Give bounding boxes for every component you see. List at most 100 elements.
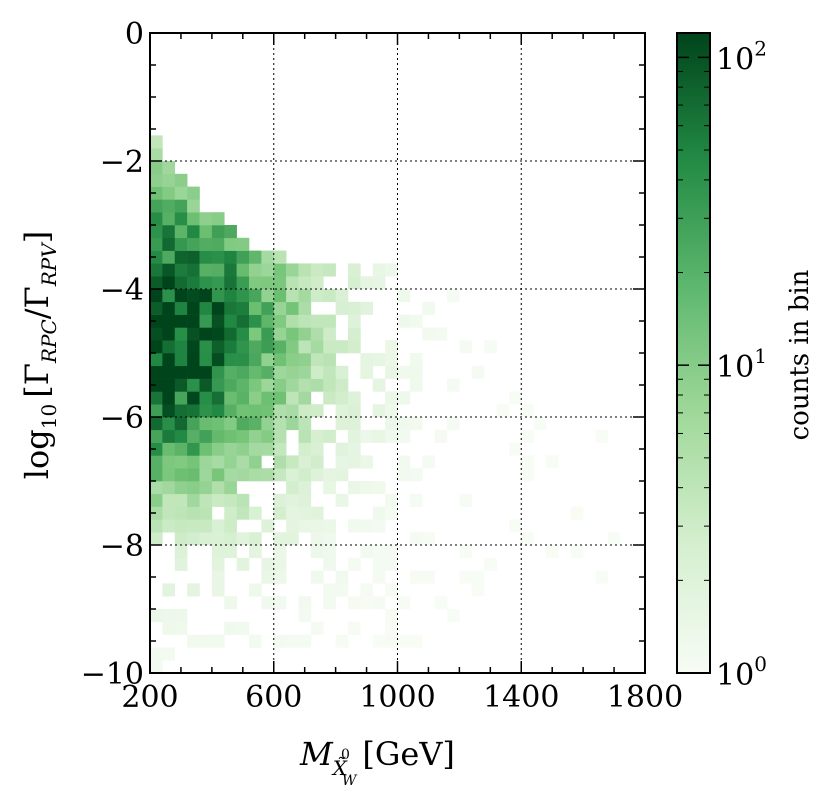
heatmap-bin bbox=[261, 404, 275, 418]
heatmap-bin bbox=[385, 365, 398, 379]
heatmap-bin bbox=[162, 468, 176, 482]
heatmap-bin bbox=[310, 289, 324, 303]
heatmap-bin bbox=[372, 596, 386, 610]
heatmap-bin bbox=[508, 442, 522, 456]
heatmap-bin bbox=[162, 481, 176, 495]
heatmap-bin bbox=[236, 417, 250, 431]
heatmap-bin bbox=[286, 519, 299, 533]
heatmap-bin bbox=[162, 314, 176, 328]
heatmap-bin bbox=[261, 327, 275, 341]
heatmap-bin bbox=[273, 429, 287, 443]
heatmap-bin bbox=[335, 365, 349, 379]
heatmap-bin bbox=[162, 353, 176, 367]
heatmap-bin bbox=[187, 340, 200, 354]
heatmap-bin bbox=[150, 647, 163, 661]
heatmap-bin bbox=[372, 519, 386, 533]
heatmap-bin bbox=[174, 621, 188, 635]
heatmap-bin bbox=[261, 391, 275, 405]
heatmap-bin bbox=[187, 289, 200, 303]
heatmap-bin bbox=[199, 481, 213, 495]
heatmap-bin bbox=[187, 353, 200, 367]
heatmap-bin bbox=[422, 327, 435, 341]
heatmap-bin bbox=[385, 621, 398, 635]
heatmap-bin bbox=[298, 481, 312, 495]
x-tick-label: 1800 bbox=[607, 680, 683, 715]
heatmap-bin bbox=[224, 365, 237, 379]
heatmap-bin bbox=[348, 557, 361, 571]
heatmap-bin bbox=[286, 340, 299, 354]
heatmap-bin bbox=[348, 429, 361, 443]
heatmap-bin bbox=[397, 634, 411, 648]
heatmap-bin bbox=[150, 237, 163, 251]
heatmap-bin bbox=[273, 468, 287, 482]
heatmap-bin bbox=[310, 442, 324, 456]
heatmap-bin bbox=[236, 404, 250, 418]
heatmap-bin bbox=[323, 314, 336, 328]
heatmap-bin bbox=[286, 263, 299, 277]
heatmap-bin bbox=[187, 212, 200, 226]
heatmap-bin bbox=[298, 289, 312, 303]
heatmap-bin bbox=[150, 506, 163, 520]
heatmap-bin bbox=[273, 340, 287, 354]
heatmap-bin bbox=[261, 276, 275, 290]
heatmap-bin bbox=[323, 481, 336, 495]
heatmap-bin bbox=[249, 289, 262, 303]
heatmap-bin bbox=[298, 429, 312, 443]
heatmap-bin bbox=[199, 250, 213, 264]
heatmap-bin bbox=[162, 404, 176, 418]
heatmap-bin bbox=[224, 417, 237, 431]
heatmap-bin bbox=[323, 365, 336, 379]
heatmap-bin bbox=[348, 455, 361, 469]
heatmap-bin bbox=[298, 327, 312, 341]
heatmap-bin bbox=[310, 365, 324, 379]
heatmap-bin bbox=[409, 570, 423, 584]
colorbar-tick-label: 100 bbox=[716, 652, 767, 693]
heatmap-bin bbox=[174, 455, 188, 469]
heatmap-bin bbox=[385, 557, 398, 571]
heatmap-bin bbox=[286, 532, 299, 546]
heatmap-bin bbox=[224, 263, 237, 277]
heatmap-bin bbox=[150, 289, 163, 303]
heatmap-bin bbox=[174, 301, 188, 315]
heatmap-bin bbox=[385, 340, 398, 354]
heatmap-bin bbox=[199, 327, 213, 341]
heatmap-bin bbox=[174, 289, 188, 303]
heatmap-bin bbox=[187, 468, 200, 482]
heatmap-bin bbox=[162, 493, 176, 507]
heatmap-bin bbox=[261, 353, 275, 367]
heatmap-bin bbox=[273, 365, 287, 379]
heatmap-bin bbox=[174, 314, 188, 328]
heatmap-bin bbox=[211, 225, 225, 239]
heatmap-bin bbox=[323, 391, 336, 405]
heatmap-bin bbox=[199, 365, 213, 379]
heatmap-bin bbox=[310, 455, 324, 469]
heatmap-bin bbox=[471, 583, 485, 597]
heatmap-bin bbox=[273, 417, 287, 431]
heatmap-bin bbox=[224, 289, 237, 303]
heatmap-bin bbox=[211, 404, 225, 418]
heatmap-bin bbox=[447, 378, 460, 392]
heatmap-bin bbox=[310, 340, 324, 354]
heatmap-bin bbox=[174, 263, 188, 277]
heatmap-bin bbox=[310, 570, 324, 584]
heatmap-bin bbox=[286, 417, 299, 431]
heatmap-bin bbox=[397, 417, 411, 431]
heatmap-bin bbox=[150, 532, 163, 546]
heatmap-bin bbox=[162, 161, 176, 175]
heatmap-bin bbox=[224, 545, 237, 559]
heatmap-bin bbox=[249, 404, 262, 418]
heatmap-bin bbox=[236, 468, 250, 482]
heatmap-bin bbox=[484, 340, 497, 354]
heatmap-bin bbox=[224, 250, 237, 264]
heatmap-bin bbox=[150, 404, 163, 418]
heatmap-bin bbox=[150, 263, 163, 277]
heatmap-bin bbox=[360, 481, 374, 495]
heatmap-bin bbox=[447, 289, 460, 303]
heatmap-bin bbox=[211, 493, 225, 507]
heatmap-bin bbox=[211, 455, 225, 469]
heatmap-bin bbox=[150, 327, 163, 341]
heatmap-bin bbox=[174, 442, 188, 456]
heatmap-bin bbox=[187, 532, 200, 546]
heatmap-bin bbox=[211, 429, 225, 443]
heatmap-bin bbox=[249, 276, 262, 290]
